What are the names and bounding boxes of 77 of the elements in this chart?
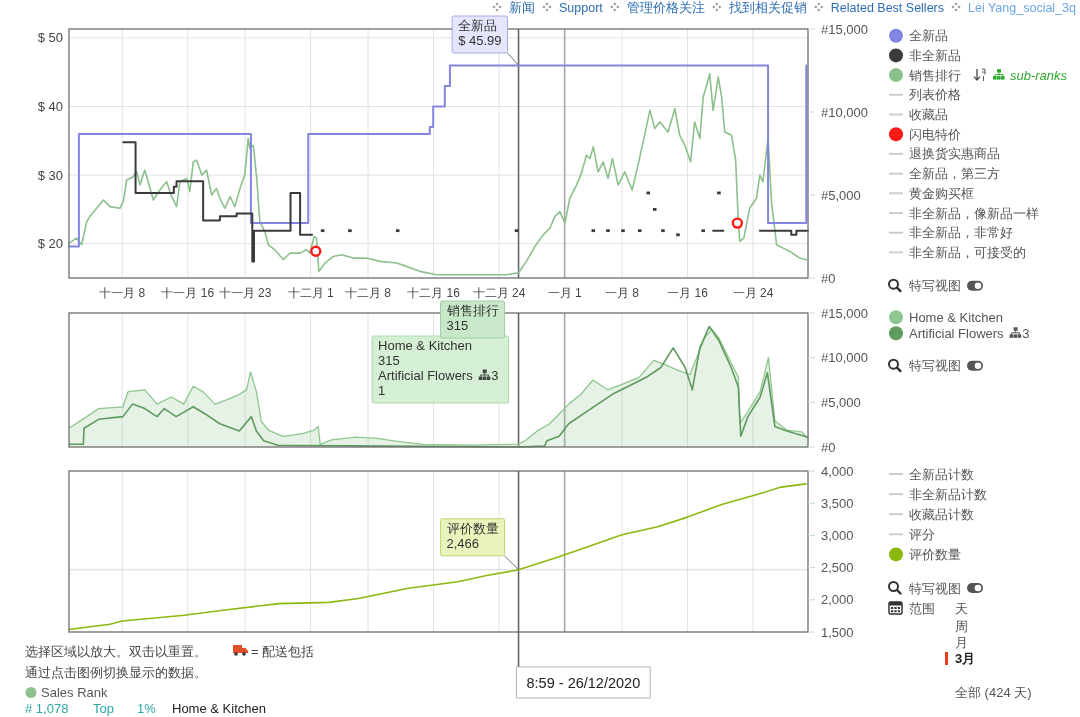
legend-label: 列表价格 [909, 87, 961, 103]
legend-label: 收藏品 [909, 107, 948, 122]
text: 天 [955, 601, 968, 616]
text: = 配送包括 [251, 644, 315, 659]
y-tick-label: 3,000 [821, 527, 854, 543]
text: 特写视图 [909, 580, 961, 596]
legend-label: 非全新品，像新品一样 [909, 205, 1039, 221]
text: Home & Kitchen [172, 701, 266, 716]
y-tick-label: 2,500 [821, 560, 854, 576]
y-tick-label: $ 30 [37, 167, 63, 183]
text: 周 [955, 619, 968, 634]
tooltip: Home & Kitchen 315 Artificial Flowers 3 1 [371, 335, 510, 404]
y-tick-label: 2,000 [821, 592, 854, 608]
y-tick-label: #15,000 [821, 305, 868, 321]
annotation: 全新品 $ 45.99 [458, 18, 502, 48]
text: 选择区域以放大。双击以重置。 [25, 644, 207, 659]
text: sub-ranks [1010, 67, 1068, 83]
y-tick-label: #10,000 [821, 350, 868, 366]
text: Lei Yang_social_3q [968, 0, 1077, 15]
x-tick-label: 一月 16 [667, 286, 709, 300]
text: 范围 [909, 601, 935, 616]
legend-label: 评价数量 [909, 546, 961, 562]
tooltip: 全新品 $ 45.99 [451, 15, 520, 66]
y-tick-label: 1,500 [821, 624, 854, 640]
x-tick-label: 十二月 16 [407, 286, 461, 300]
y-tick-label: $ 20 [37, 236, 63, 252]
x-tick-label: 十二月 24 [472, 286, 526, 300]
legend-label: 全新品 [909, 28, 948, 44]
text: 通过点击图例切换显示的数据。 [25, 665, 207, 680]
text: 特写视图 [909, 358, 961, 374]
legend-label: 评分 [909, 526, 935, 542]
text: Support [558, 0, 604, 15]
text: 1% [137, 701, 157, 716]
legend-label: 全新品计数 [909, 466, 974, 482]
x-tick-label: 一月 24 [732, 286, 774, 300]
tooltip: 销售排行 315 [440, 300, 506, 339]
y-tick-label: 3,500 [821, 495, 854, 511]
text: # 1,078 [25, 701, 69, 716]
text: 特写视图 [909, 278, 961, 294]
text: 全部 (424 天) [955, 685, 1032, 700]
text: Artificial Flowers 3 [909, 325, 1030, 341]
y-tick-label: $ 50 [37, 30, 63, 46]
x-tick-label: 十二月 8 [345, 286, 392, 300]
text: Top [93, 701, 114, 716]
legend-label: 退换货实惠商品 [909, 146, 1000, 162]
ref-line-label: 8:59 - 26/12/2020 [526, 675, 641, 691]
text: 管理价格关注 [626, 0, 705, 15]
legend-label: 非全新品，非常好 [909, 225, 1013, 241]
tooltip: 评价数量 2,466 [440, 518, 520, 571]
x-tick-label: 一月 8 [604, 286, 640, 300]
legend-label: 非全新品计数 [909, 486, 987, 502]
x-tick-label: 一月 1 [547, 286, 582, 300]
text: 新闻 [508, 0, 535, 15]
x-tick-label: 十一月 23 [218, 286, 272, 300]
text: 3月 [955, 651, 976, 666]
legend-label: 收藏品计数 [909, 506, 974, 522]
legend-label: 闪电特价 [909, 126, 961, 142]
y-tick-label: #5,000 [821, 394, 861, 410]
legend-label: 非全新品 [909, 47, 961, 63]
x-tick-label: 十一月 16 [161, 286, 215, 300]
legend-label: 非全新品，可接受的 [909, 244, 1026, 260]
text: 找到相关促销 [727, 0, 807, 15]
crosshair-label: 8:59 - 26/12/2020 [516, 666, 651, 699]
x-tick-label: 十二月 1 [287, 286, 334, 300]
legend-label: Home & Kitchen [909, 309, 1003, 325]
y-tick-label: #0 [821, 439, 836, 455]
text: Sales Rank [41, 685, 108, 700]
y-tick-label: 4,000 [821, 463, 854, 479]
x-tick-label: 十一月 8 [99, 286, 146, 300]
annotation: 销售排行 315 [445, 303, 499, 333]
y-tick-label: $ 40 [37, 99, 63, 115]
text: 月 [955, 635, 968, 650]
text: Related Best Sellers [830, 0, 945, 15]
legend-label: 全新品，第三方 [909, 166, 1000, 182]
legend-label: 黄金购买框 [909, 185, 974, 201]
legend-label: 销售排行 [908, 67, 961, 83]
annotation: 评价数量 2,466 [446, 520, 499, 551]
